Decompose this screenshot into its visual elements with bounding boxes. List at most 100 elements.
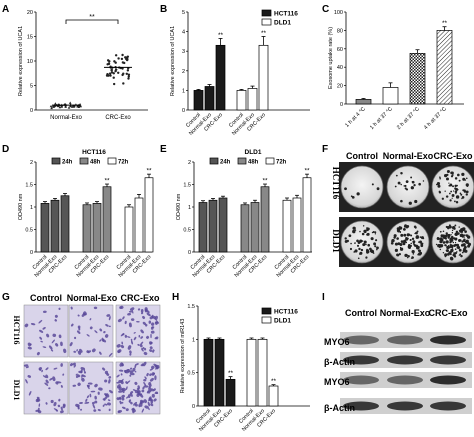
stained-cell [116, 384, 121, 389]
y-tick-label: 4 [182, 30, 185, 36]
stained-cell [60, 406, 63, 411]
colony [396, 253, 399, 257]
colony [395, 174, 398, 177]
x-tick-label: 2 h at 37 °C [396, 106, 421, 131]
legend-label: HCT116 [274, 11, 298, 18]
i-col-label: Normal-Exo [380, 308, 431, 318]
stained-cell [149, 368, 154, 371]
stained-cell [73, 364, 76, 368]
colony [399, 247, 404, 251]
chart-a: 0 5 10 15 20 Relative expression of UCA1 Norma… [18, 10, 148, 121]
colony [409, 238, 412, 242]
colony [410, 176, 413, 179]
stained-cell [48, 387, 51, 390]
blot-band [387, 335, 423, 345]
colony [435, 243, 438, 246]
colony [374, 233, 377, 235]
scatter-point [117, 71, 120, 74]
stained-cell [137, 385, 140, 390]
y-tick-label: 1 [30, 205, 33, 211]
colony [371, 183, 374, 186]
legend-swatch [209, 157, 219, 165]
y-tick-label: 0 [182, 108, 185, 114]
stained-cell [62, 405, 66, 409]
stained-cell [149, 373, 152, 377]
stained-cell [30, 323, 36, 326]
colony [458, 226, 460, 228]
colony [422, 180, 425, 182]
stained-cell [120, 305, 124, 309]
colony [362, 225, 365, 227]
colony [445, 195, 449, 198]
colony [411, 237, 415, 241]
colony [453, 200, 456, 203]
colony [398, 252, 401, 256]
colony [462, 239, 466, 243]
stained-cell [142, 321, 147, 326]
stained-cell [78, 375, 81, 378]
bar [144, 177, 154, 253]
scatter-point [112, 72, 115, 75]
stained-cell [108, 376, 112, 379]
colony [458, 248, 462, 252]
colony [468, 242, 471, 245]
colony-plate [340, 165, 384, 209]
y-tick-label: 80 [337, 28, 343, 34]
colony [405, 254, 409, 257]
stained-cell [146, 390, 149, 394]
colony [450, 171, 454, 175]
bar [82, 204, 92, 253]
colony [439, 238, 442, 240]
stained-cell [117, 318, 122, 323]
colony [373, 242, 377, 246]
colony [448, 224, 451, 227]
scatter-point [68, 101, 72, 104]
stained-cell [109, 390, 113, 394]
colony [439, 239, 443, 244]
stained-cell [129, 400, 131, 403]
stained-cell [148, 396, 152, 401]
y-tick-label: 10 [27, 59, 33, 65]
colony [461, 228, 465, 232]
stained-cell [75, 373, 78, 376]
stained-cell [132, 410, 135, 414]
colony [449, 199, 452, 202]
stained-cell [28, 390, 32, 396]
colony [454, 184, 457, 188]
y-tick-label: 3 [182, 49, 185, 55]
legend-swatch [265, 157, 275, 165]
colony [351, 195, 355, 199]
stained-cell [60, 363, 63, 367]
stained-cell [91, 401, 95, 405]
chart-c: 0 20 40 60 80 100 Exosome uptake rate (%) 1 h a… [328, 10, 464, 131]
colony [393, 236, 396, 239]
stained-cell [89, 393, 92, 398]
colony [451, 229, 454, 232]
stained-cell [77, 350, 82, 355]
significance-mark: ** [104, 178, 110, 185]
colony [453, 253, 456, 256]
stained-cell [144, 405, 149, 409]
y-tick-label: 40 [337, 65, 343, 71]
stained-cell [151, 388, 155, 392]
stained-cell [27, 346, 32, 350]
colony [356, 192, 360, 196]
colony [376, 248, 378, 251]
colony [352, 229, 356, 234]
colony [455, 232, 459, 235]
colony [462, 177, 466, 181]
scatter-point [54, 102, 57, 105]
legend-label: 48h [90, 160, 101, 166]
colony [456, 245, 461, 250]
colony [452, 185, 455, 188]
significance-mark: ** [304, 168, 310, 175]
colony [363, 240, 367, 244]
f-col-label: Control [346, 151, 378, 161]
colony [346, 239, 350, 243]
stained-cell [132, 367, 136, 372]
colony [450, 257, 454, 261]
colony [444, 253, 448, 257]
bar [225, 378, 236, 407]
colony [446, 170, 450, 174]
